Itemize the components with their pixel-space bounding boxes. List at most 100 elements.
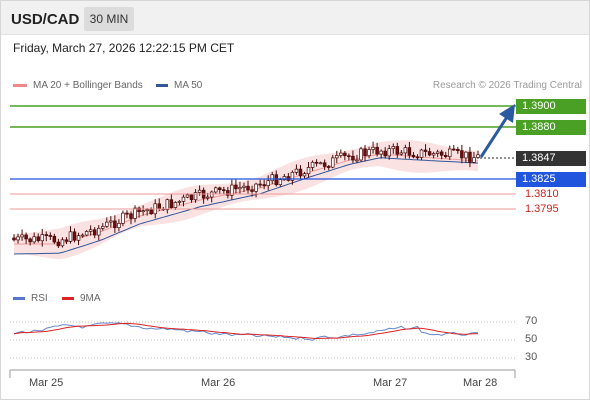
candle-down [222, 189, 226, 192]
candle-up [213, 187, 218, 193]
candle-down [274, 174, 279, 186]
candle-up [205, 196, 210, 199]
candle-up [209, 191, 214, 198]
source-credit: Research © 2026 Trading Central [432, 80, 582, 91]
candle-up [68, 231, 73, 242]
candle-up [367, 149, 371, 157]
legend-rsi-label: RSI [31, 293, 48, 304]
resistance-1-label: 1.3880 [516, 120, 586, 135]
forecast-arrow-shaft [479, 116, 509, 158]
candle-up [16, 236, 20, 241]
candle-up [20, 234, 24, 238]
candle-up [230, 184, 234, 196]
candle-up [117, 223, 121, 229]
candle-down [351, 155, 355, 161]
candle-up [254, 183, 258, 192]
candle-up [330, 157, 335, 168]
legend-9ma-label: 9MA [80, 293, 101, 304]
candle-down [347, 155, 351, 158]
ma20-line [14, 153, 479, 245]
candle-down [246, 185, 250, 191]
legend-rsi: RSI [13, 293, 48, 304]
candle-down [92, 229, 97, 236]
rsi-swatch-icon [13, 297, 25, 300]
candle-up [145, 209, 149, 212]
ma50-line [13, 157, 479, 255]
rsi-tick-30: 30 [525, 351, 538, 363]
candle-up [476, 154, 480, 158]
candle-down [24, 234, 28, 240]
x-tick-mar25: Mar 25 [29, 377, 64, 389]
candle-up [419, 149, 424, 158]
candle-down [48, 235, 53, 237]
candle-down [443, 154, 448, 158]
candle-up [290, 171, 295, 181]
candle-up [197, 189, 202, 193]
ma9-swatch-icon [62, 297, 74, 300]
candle-down [189, 194, 194, 201]
candle-down [157, 203, 162, 210]
candle-up [76, 235, 81, 241]
legend-ma20-label: MA 20 + Bollinger Bands [33, 80, 143, 91]
candle-down [456, 149, 460, 152]
candle-down [262, 184, 266, 187]
candle-down [423, 149, 428, 152]
candle-up [391, 146, 396, 150]
candle-up [60, 239, 65, 247]
support-2-label: 1.3795 [525, 203, 559, 215]
candle-up [181, 196, 186, 202]
candle-up [448, 148, 452, 158]
candle-up [278, 179, 283, 186]
candle-up [335, 155, 339, 159]
candle-up [165, 199, 170, 211]
candle-down [326, 166, 331, 168]
candle-down [226, 190, 230, 196]
candle-up [464, 151, 468, 159]
candle-up [294, 168, 299, 173]
candle-down [427, 151, 432, 156]
legend-ma50-label: MA 50 [174, 80, 203, 91]
candle-down [439, 151, 444, 156]
candle-down [64, 239, 69, 242]
candle-up [359, 148, 363, 161]
resistance-2-label: 1.3900 [516, 99, 586, 114]
candle-down [72, 231, 77, 241]
candle-down [234, 184, 238, 190]
candle-up [270, 174, 274, 182]
candle-up [109, 220, 113, 223]
candle-up [282, 176, 287, 180]
candle-up [193, 192, 198, 201]
candle-down [28, 238, 32, 243]
support-1-label: 1.3810 [525, 188, 559, 200]
ma20-swatch-icon [13, 84, 27, 87]
candle-down [383, 150, 387, 157]
timeframe-button[interactable]: 30 MIN [84, 7, 134, 31]
candle-up [32, 236, 36, 243]
symbol-title: USD/CAD [11, 11, 80, 28]
ma50-swatch-icon [156, 84, 168, 87]
candle-down [129, 213, 133, 219]
candle-down [460, 150, 464, 159]
x-tick-mar28: Mar 28 [463, 377, 498, 389]
candle-up [318, 162, 323, 165]
candle-up [40, 234, 44, 242]
candle-up [173, 202, 178, 208]
candle-up [121, 212, 125, 224]
candle-down [36, 236, 40, 242]
candle-up [310, 161, 315, 168]
pivot-label: 1.3825 [516, 172, 586, 187]
candle-up [185, 194, 190, 198]
candle-down [125, 212, 129, 215]
candle-down [149, 209, 153, 215]
candle-down [375, 146, 379, 155]
candle-down [137, 207, 141, 213]
candle-up [472, 157, 476, 163]
candle-up [242, 185, 246, 188]
candle-up [339, 152, 343, 156]
candle-up [266, 180, 270, 187]
candle-up [238, 187, 242, 190]
header-bar: USD/CAD 30 MIN [1, 1, 589, 35]
candle-up [399, 152, 404, 155]
candle-down [314, 161, 319, 164]
